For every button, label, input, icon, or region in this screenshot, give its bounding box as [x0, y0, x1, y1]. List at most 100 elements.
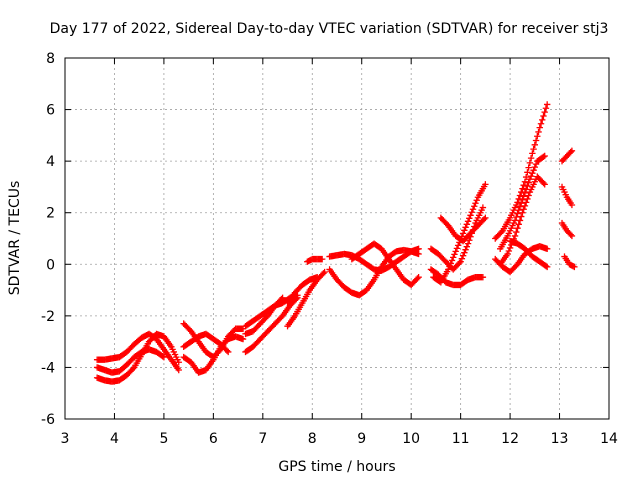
y-tick-label: 0 [46, 257, 55, 273]
data-series [180, 330, 232, 356]
data-point-run [327, 267, 339, 282]
data-points [93, 101, 578, 385]
data-point [318, 255, 326, 263]
data-point-run [285, 291, 297, 305]
x-tick-label: 6 [209, 431, 218, 447]
data-point-run [451, 259, 463, 272]
data-point-run [357, 287, 369, 298]
data-point-run [258, 308, 270, 319]
data-point-run [293, 301, 305, 317]
data-point [445, 266, 452, 273]
data-point-run [401, 249, 414, 259]
data-point-run [181, 339, 194, 350]
data-point-run [288, 295, 300, 308]
data-point [514, 199, 521, 206]
data-point-run [181, 321, 194, 334]
data-point-run [567, 261, 577, 270]
data-point-run [458, 243, 471, 262]
data-point-run [522, 154, 535, 181]
data-series [348, 240, 422, 289]
data-point-run [124, 365, 137, 378]
data-point-run [515, 182, 527, 203]
data-point [239, 335, 247, 343]
data-point-run [169, 358, 181, 372]
y-tick-label: 4 [46, 154, 55, 170]
data-point-run [522, 246, 535, 259]
data-point-run [565, 195, 574, 207]
data-point [464, 240, 472, 247]
y-tick-label: -2 [41, 309, 55, 325]
data-point-run [357, 256, 369, 267]
data-point-run [147, 331, 159, 342]
data-point-run [203, 331, 216, 342]
data-point-run [429, 267, 441, 277]
data-point-run [520, 179, 532, 200]
data-point [519, 209, 526, 216]
data-point [571, 263, 578, 271]
data-point-run [154, 349, 166, 360]
data-point [541, 152, 548, 160]
data-series [561, 253, 578, 271]
data-point [568, 232, 576, 240]
data-point-run [436, 252, 448, 264]
data-point-run [161, 347, 174, 362]
data-point [526, 175, 534, 183]
axis-ticks: 3 4 5 6 7 8 9 10 11 12 13 14 -6 -4 -2 0 2 4 6 8 [41, 51, 618, 447]
x-tick-label: 7 [258, 431, 267, 447]
y-tick-label: 6 [46, 103, 55, 119]
data-point [543, 245, 551, 253]
data-series [430, 181, 489, 286]
y-tick-label: -6 [41, 412, 55, 428]
data-point [511, 232, 519, 240]
data-point-run [124, 342, 137, 354]
data-point-run [560, 154, 569, 164]
data-point-run [535, 174, 547, 187]
data-point-run [169, 346, 181, 363]
data-series [304, 255, 326, 265]
y-axis-label: SDTVAR / TECUs [7, 181, 23, 296]
data-series [437, 214, 489, 245]
data-point-run [357, 246, 369, 257]
data-point [225, 348, 232, 356]
x-tick-label: 5 [159, 431, 168, 447]
data-point-run [189, 360, 201, 375]
data-series [284, 268, 328, 330]
data-point-run [243, 318, 255, 329]
data-point [415, 245, 422, 253]
data-point [321, 268, 328, 276]
data-point-run [446, 224, 458, 238]
x-tick-label: 4 [110, 431, 119, 447]
data-point-run [300, 277, 312, 288]
data-point [482, 181, 489, 188]
x-axis-label: GPS time / hours [278, 459, 395, 475]
data-point-run [458, 277, 471, 288]
data-point-run [335, 277, 347, 290]
data-point-run [560, 221, 569, 233]
y-tick-label: 8 [46, 51, 55, 67]
data-series [326, 246, 422, 299]
data-point-run [500, 216, 513, 232]
data-point [479, 273, 487, 281]
data-series [497, 152, 548, 253]
data-point-run [300, 289, 312, 305]
data-point-run [258, 313, 270, 326]
data-point-run [537, 259, 550, 270]
data-point [294, 294, 301, 302]
data-point [519, 196, 526, 204]
data-point-run [535, 153, 547, 164]
data-point-run [280, 304, 292, 318]
x-tick-label: 14 [600, 431, 618, 447]
data-point-run [386, 249, 399, 259]
data-point [160, 353, 168, 361]
data-point-run [527, 175, 540, 193]
data-point-run [250, 337, 263, 349]
data-point-run [493, 228, 505, 241]
data-series [497, 173, 548, 268]
x-tick-label: 9 [357, 431, 366, 447]
data-point-run [124, 355, 137, 367]
data-point-run [117, 349, 129, 360]
data-point-run [342, 285, 354, 295]
data-point-run [429, 246, 441, 257]
data-point-run [505, 219, 517, 237]
data-point [543, 263, 551, 271]
